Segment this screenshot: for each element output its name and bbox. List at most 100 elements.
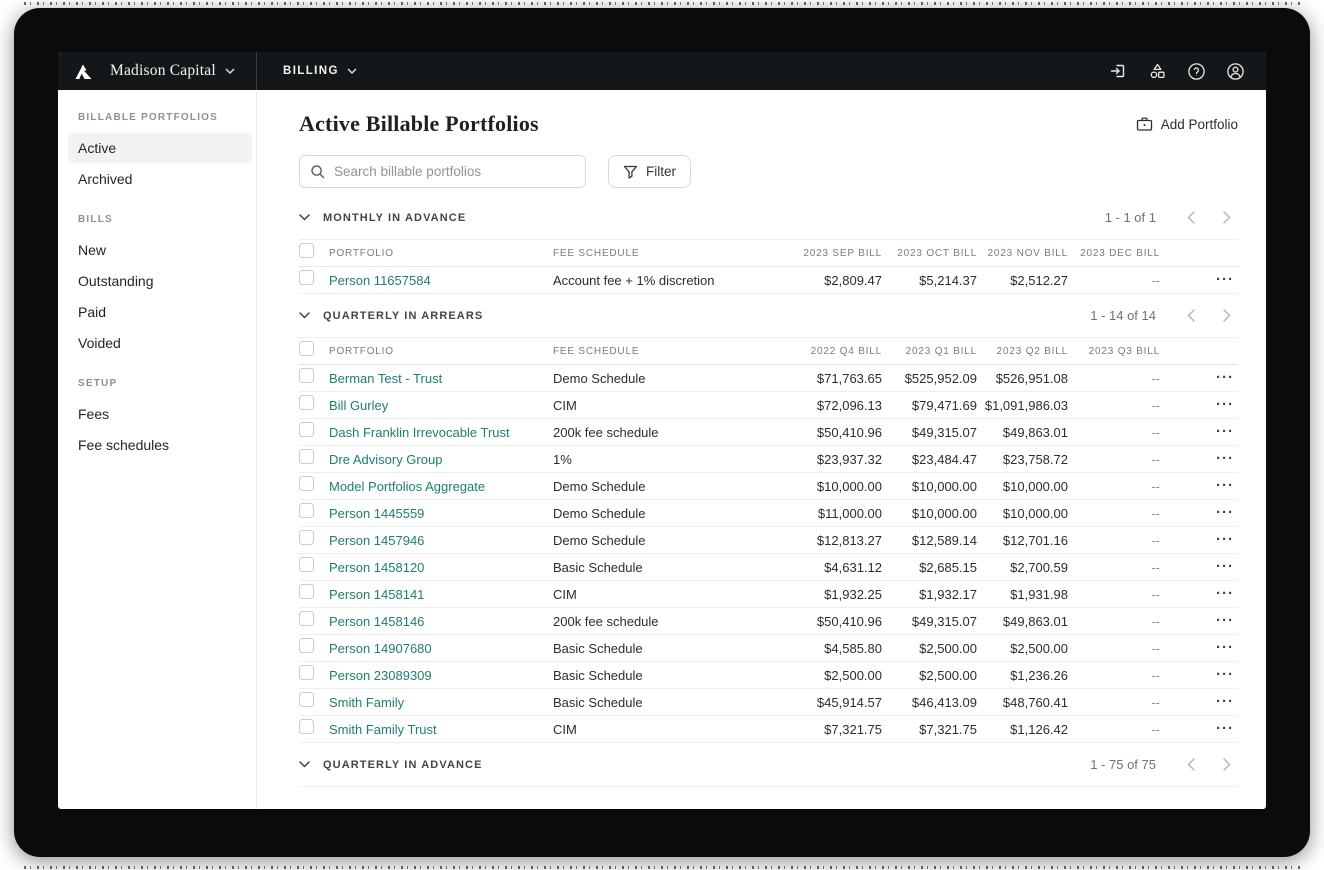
search-icon	[310, 164, 325, 179]
row-actions-menu-button[interactable]: ···	[1216, 454, 1234, 464]
row-checkbox[interactable]	[299, 476, 314, 491]
row-actions-menu-button[interactable]: ···	[1216, 643, 1234, 653]
pagination-next-button[interactable]	[1216, 309, 1238, 322]
section-collapse-chevron-icon[interactable]	[299, 761, 310, 768]
column-header-portfolio: PORTFOLIO	[329, 346, 553, 357]
pagination-prev-button[interactable]	[1180, 758, 1202, 771]
sidebar-item-active[interactable]: Active	[68, 133, 252, 163]
bill-cell-3: $23,758.72	[977, 452, 1068, 467]
bill-cell-4: --	[1068, 273, 1160, 288]
bill-cell-3: $12,701.16	[977, 533, 1068, 548]
org-switcher[interactable]: Madison Capital	[110, 62, 235, 80]
column-header-fee-schedule: FEE SCHEDULE	[553, 346, 772, 357]
portfolio-link[interactable]: Person 11657584	[329, 273, 553, 288]
portfolio-link[interactable]: Dash Franklin Irrevocable Trust	[329, 425, 553, 440]
pagination-range: 1 - 14 of 14	[1090, 308, 1156, 323]
portfolio-link[interactable]: Bill Gurley	[329, 398, 553, 413]
column-header-bill-3: 2023 NOV BILL	[977, 248, 1068, 259]
row-actions-menu-button[interactable]: ···	[1216, 535, 1234, 545]
sidebar-item-fees[interactable]: Fees	[68, 399, 252, 429]
row-actions-menu-button[interactable]: ···	[1216, 697, 1234, 707]
sidebar-item-outstanding[interactable]: Outstanding	[68, 266, 252, 296]
portfolio-link[interactable]: Berman Test - Trust	[329, 371, 553, 386]
portfolio-link[interactable]: Person 1458120	[329, 560, 553, 575]
bill-cell-1: $4,585.80	[772, 641, 882, 656]
row-checkbox[interactable]	[299, 719, 314, 734]
row-checkbox[interactable]	[299, 368, 314, 383]
portfolio-link[interactable]: Person 23089309	[329, 668, 553, 683]
portfolio-link[interactable]: Person 1458141	[329, 587, 553, 602]
row-actions-menu-button[interactable]: ···	[1216, 400, 1234, 410]
column-header-portfolio: PORTFOLIO	[329, 248, 553, 259]
select-all-checkbox[interactable]	[299, 341, 314, 356]
row-checkbox[interactable]	[299, 665, 314, 680]
account-icon[interactable]	[1222, 58, 1248, 84]
row-checkbox[interactable]	[299, 503, 314, 518]
portfolio-link[interactable]: Person 1445559	[329, 506, 553, 521]
bill-cell-2: $49,315.07	[882, 614, 977, 629]
pagination-prev-button[interactable]	[1180, 211, 1202, 224]
bill-cell-4: --	[1068, 722, 1160, 737]
portfolio-link[interactable]: Person 1457946	[329, 533, 553, 548]
search-input[interactable]	[334, 164, 575, 179]
bill-cell-3: $1,091,986.03	[977, 398, 1068, 413]
row-actions-menu-button[interactable]: ···	[1216, 373, 1234, 383]
table-row: Bill Gurley CIM $72,096.13 $79,471.69 $1…	[299, 392, 1238, 419]
portfolio-link[interactable]: Smith Family Trust	[329, 722, 553, 737]
briefcase-icon	[1136, 116, 1153, 132]
sidebar-item-new[interactable]: New	[68, 235, 252, 265]
fee-schedule-cell: 200k fee schedule	[553, 614, 772, 629]
portfolio-link[interactable]: Person 14907680	[329, 641, 553, 656]
select-all-checkbox[interactable]	[299, 243, 314, 258]
row-checkbox[interactable]	[299, 395, 314, 410]
row-checkbox[interactable]	[299, 449, 314, 464]
fee-schedule-cell: Demo Schedule	[553, 506, 772, 521]
bill-cell-1: $2,809.47	[772, 273, 882, 288]
brand-logo-icon	[74, 63, 93, 80]
bill-cell-1: $4,631.12	[772, 560, 882, 575]
row-checkbox[interactable]	[299, 270, 314, 285]
topbar-icons	[1105, 52, 1248, 90]
sidebar-item-paid[interactable]: Paid	[68, 297, 252, 327]
bill-cell-3: $1,126.42	[977, 722, 1068, 737]
search-box	[299, 155, 586, 188]
pagination-next-button[interactable]	[1216, 211, 1238, 224]
sidebar-item-voided[interactable]: Voided	[68, 328, 252, 358]
row-actions-menu-button[interactable]: ···	[1216, 616, 1234, 626]
row-checkbox[interactable]	[299, 692, 314, 707]
portfolio-link[interactable]: Smith Family	[329, 695, 553, 710]
section-collapse-chevron-icon[interactable]	[299, 214, 310, 221]
add-portfolio-button[interactable]: Add Portfolio	[1136, 116, 1238, 132]
row-checkbox[interactable]	[299, 584, 314, 599]
row-actions-menu-button[interactable]: ···	[1216, 562, 1234, 572]
row-actions-menu-button[interactable]: ···	[1216, 670, 1234, 680]
bill-cell-2: $2,685.15	[882, 560, 977, 575]
row-checkbox[interactable]	[299, 530, 314, 545]
row-checkbox[interactable]	[299, 557, 314, 572]
row-actions-menu-button[interactable]: ···	[1216, 724, 1234, 734]
row-checkbox[interactable]	[299, 422, 314, 437]
bill-cell-3: $2,500.00	[977, 641, 1068, 656]
portfolio-link[interactable]: Person 1458146	[329, 614, 553, 629]
row-actions-menu-button[interactable]: ···	[1216, 589, 1234, 599]
sidebar-item-fee-schedules[interactable]: Fee schedules	[68, 430, 252, 460]
portfolio-link[interactable]: Dre Advisory Group	[329, 452, 553, 467]
help-icon[interactable]	[1183, 58, 1209, 84]
row-actions-menu-button[interactable]: ···	[1216, 427, 1234, 437]
pagination-prev-button[interactable]	[1180, 309, 1202, 322]
row-actions-menu-button[interactable]: ···	[1216, 275, 1234, 285]
import-document-icon[interactable]	[1105, 58, 1131, 84]
sidebar-item-archived[interactable]: Archived	[68, 164, 252, 194]
row-checkbox[interactable]	[299, 611, 314, 626]
row-actions-menu-button[interactable]: ···	[1216, 481, 1234, 491]
row-actions-menu-button[interactable]: ···	[1216, 508, 1234, 518]
section-collapse-chevron-icon[interactable]	[299, 312, 310, 319]
bill-cell-2: $12,589.14	[882, 533, 977, 548]
app-menu-billing[interactable]: BILLING	[283, 52, 357, 90]
apps-shapes-icon[interactable]	[1144, 58, 1170, 84]
table-header-row: PORTFOLIO FEE SCHEDULE 2022 Q4 BILL 2023…	[299, 338, 1238, 365]
row-checkbox[interactable]	[299, 638, 314, 653]
pagination-next-button[interactable]	[1216, 758, 1238, 771]
portfolio-link[interactable]: Model Portfolios Aggregate	[329, 479, 553, 494]
filter-button[interactable]: Filter	[608, 155, 691, 188]
